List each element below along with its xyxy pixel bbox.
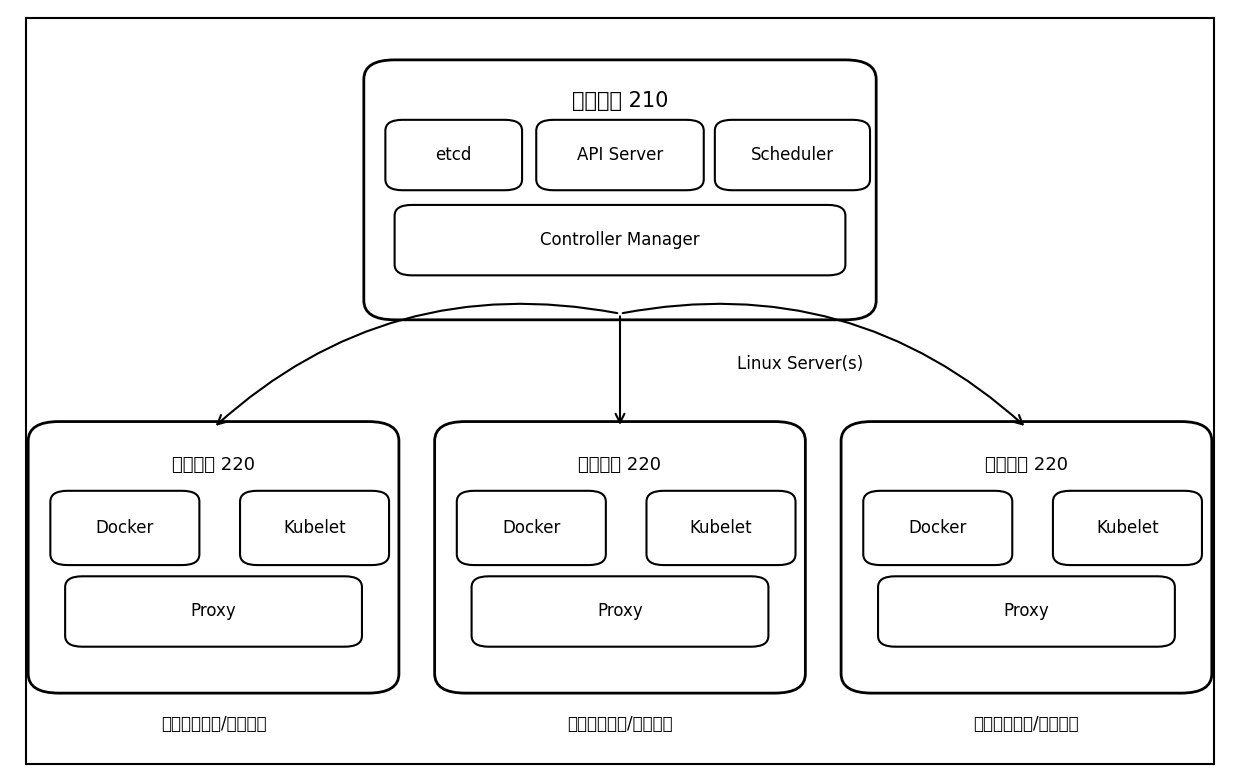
Text: Proxy: Proxy bbox=[1003, 602, 1049, 620]
Text: API Server: API Server bbox=[577, 146, 663, 164]
FancyBboxPatch shape bbox=[386, 120, 522, 190]
Text: Proxy: Proxy bbox=[598, 602, 642, 620]
Text: Docker: Docker bbox=[502, 519, 560, 537]
Text: Scheduler: Scheduler bbox=[751, 146, 835, 164]
FancyBboxPatch shape bbox=[241, 491, 389, 565]
FancyBboxPatch shape bbox=[646, 491, 796, 565]
Text: 机器（物理机/虚拟机）: 机器（物理机/虚拟机） bbox=[567, 715, 673, 733]
Text: Proxy: Proxy bbox=[191, 602, 237, 620]
FancyBboxPatch shape bbox=[841, 421, 1211, 693]
FancyBboxPatch shape bbox=[878, 576, 1174, 647]
FancyBboxPatch shape bbox=[863, 491, 1012, 565]
Text: 机器（物理机/虚拟机）: 机器（物理机/虚拟机） bbox=[161, 715, 267, 733]
FancyBboxPatch shape bbox=[51, 491, 200, 565]
Text: Kubelet: Kubelet bbox=[283, 519, 346, 537]
Text: Kubelet: Kubelet bbox=[689, 519, 753, 537]
Text: Docker: Docker bbox=[95, 519, 154, 537]
FancyBboxPatch shape bbox=[66, 576, 362, 647]
FancyBboxPatch shape bbox=[26, 18, 1214, 764]
Text: etcd: etcd bbox=[435, 146, 472, 164]
FancyBboxPatch shape bbox=[456, 491, 606, 565]
Text: 管理节点 210: 管理节点 210 bbox=[572, 91, 668, 111]
Text: 服务节点 220: 服务节点 220 bbox=[579, 456, 661, 474]
Text: 服务节点 220: 服务节点 220 bbox=[172, 456, 255, 474]
FancyBboxPatch shape bbox=[394, 205, 846, 275]
Text: Kubelet: Kubelet bbox=[1096, 519, 1158, 537]
Text: 服务节点 220: 服务节点 220 bbox=[985, 456, 1068, 474]
FancyBboxPatch shape bbox=[435, 421, 805, 693]
FancyBboxPatch shape bbox=[714, 120, 870, 190]
Text: Docker: Docker bbox=[909, 519, 967, 537]
FancyBboxPatch shape bbox=[363, 60, 877, 320]
FancyBboxPatch shape bbox=[471, 576, 769, 647]
FancyBboxPatch shape bbox=[29, 421, 399, 693]
Text: Linux Server(s): Linux Server(s) bbox=[737, 355, 863, 373]
FancyBboxPatch shape bbox=[536, 120, 704, 190]
FancyBboxPatch shape bbox=[1053, 491, 1202, 565]
Text: Controller Manager: Controller Manager bbox=[541, 231, 699, 249]
Text: 机器（物理机/虚拟机）: 机器（物理机/虚拟机） bbox=[973, 715, 1079, 733]
